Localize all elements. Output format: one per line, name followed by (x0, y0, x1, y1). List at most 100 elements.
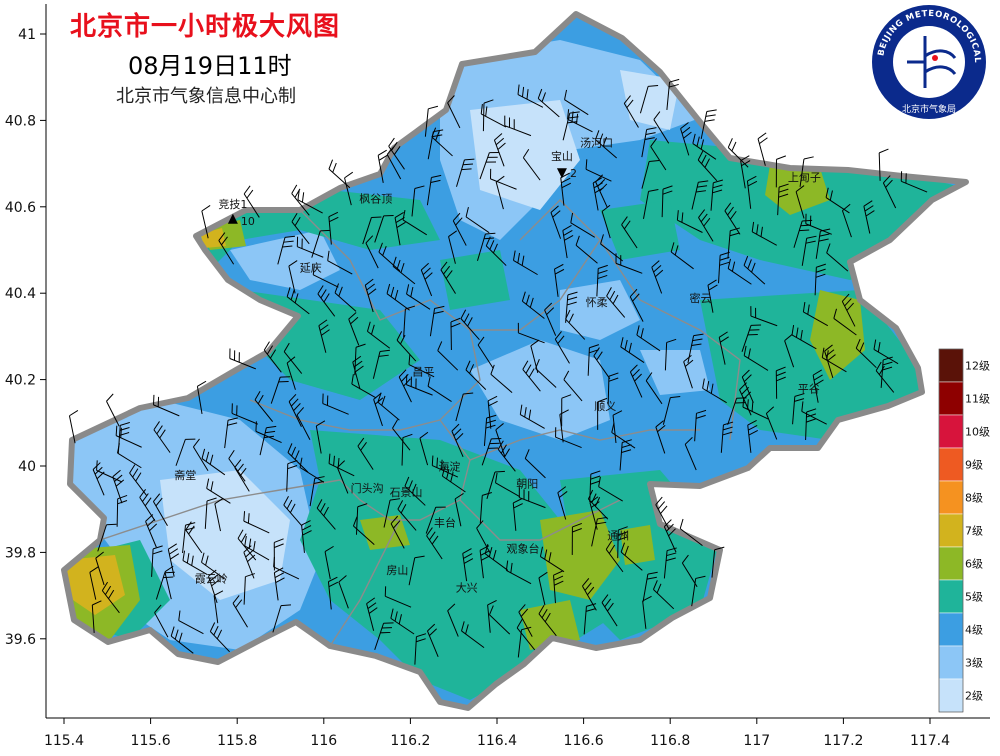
wind-barb-icon (406, 284, 431, 310)
wind-barb-icon (544, 302, 557, 336)
wind-barb-icon (480, 103, 507, 128)
wind-barb-icon (89, 566, 99, 600)
wind-barb-icon (562, 111, 580, 141)
wind-barb-icon (841, 203, 852, 238)
legend-swatch (938, 645, 964, 680)
level-5-region (700, 290, 930, 440)
wind-barb-icon (535, 359, 557, 388)
wind-barb-icon (327, 576, 339, 610)
wind-barb-icon (792, 393, 805, 425)
wind-barb-icon (315, 420, 326, 454)
wind-barb-icon (286, 460, 298, 492)
wind-barb-icon (651, 260, 664, 294)
station-name: 宝山 (551, 149, 573, 163)
x-tick-label: 117.2 (823, 733, 863, 749)
wind-barb-icon (841, 293, 856, 327)
wind-barb-icon (607, 372, 619, 405)
wind-barb-icon (718, 331, 729, 365)
place-label: 延庆 (300, 261, 322, 275)
wind-barb-icon (650, 138, 667, 171)
wind-barb-icon (601, 594, 618, 627)
wind-barb-icon (567, 109, 593, 133)
wind-barb-icon (863, 200, 875, 234)
wind-barb-icon (378, 242, 401, 272)
wind-barb-icon (596, 264, 608, 297)
wind-barb-icon (490, 364, 513, 393)
wind-barb-icon (318, 319, 330, 353)
wind-barb-icon (288, 260, 298, 294)
station-value: 10 (241, 215, 255, 228)
wind-barb-icon (826, 243, 849, 272)
wind-barb-icon (554, 331, 570, 364)
wind-barb-icon (530, 339, 540, 374)
wind-barb-icon (291, 212, 310, 245)
wind-barb-icon (482, 99, 494, 132)
legend-label: 2级 (965, 690, 983, 703)
x-tick-label: 115.8 (217, 733, 257, 749)
y-tick-label: 39.8 (5, 545, 36, 561)
wind-barb-icon (591, 516, 608, 547)
place-label: 顺义 (594, 400, 616, 413)
wind-barb-icon (485, 236, 507, 266)
level-2-region (160, 470, 290, 600)
wind-barb-icon (875, 361, 895, 393)
wind-barb-icon (377, 149, 388, 183)
wind-barb-icon (629, 364, 643, 398)
station-marker-icon (556, 168, 567, 179)
wind-barb-icon (559, 409, 569, 443)
wind-barb-icon (765, 406, 778, 440)
wind-barb-icon (201, 205, 211, 239)
wind-barb-icon (571, 522, 582, 555)
wind-barb-icon (366, 597, 378, 631)
wind-barb-icon (456, 158, 475, 187)
wind-barb-icon (312, 264, 339, 288)
wind-barb-icon (538, 605, 557, 637)
wind-barb-icon (351, 374, 377, 399)
wind-barb-icon (598, 476, 623, 502)
wind-barb-icon (155, 571, 175, 600)
wind-barb-icon (152, 493, 168, 526)
wind-barb-icon (185, 521, 203, 554)
wind-barb-icon (402, 210, 428, 236)
wind-barb-icon (327, 250, 353, 275)
wind-barb-icon (348, 312, 360, 346)
wind-barb-icon (642, 595, 652, 629)
wind-barb-icon (821, 347, 847, 373)
place-label: 密云 (690, 291, 712, 305)
wind-barb-icon (593, 347, 611, 380)
wind-barb-icon (711, 546, 725, 578)
wind-barb-icon (784, 333, 795, 368)
wind-barb-icon (655, 420, 666, 454)
chart-issuer: 北京市气象信息中心制 (116, 86, 296, 107)
wind-barb-icon (683, 354, 694, 389)
wind-barb-icon (401, 433, 413, 466)
wind-barb-icon (288, 393, 302, 427)
level-6-region (520, 600, 580, 650)
level-5-region (600, 200, 680, 260)
wind-barb-icon (698, 209, 714, 242)
wind-barb-icon (799, 156, 814, 187)
wind-barb-icon (486, 470, 505, 500)
y-tick-label: 40.8 (5, 113, 36, 129)
wind-barb-icon (154, 604, 169, 638)
wind-barb-icon (775, 155, 787, 188)
wind-barb-icon (522, 360, 541, 392)
place-label: 丰台 (434, 515, 456, 529)
wind-barb-icon (597, 397, 608, 430)
wind-barb-icon (517, 84, 544, 108)
wind-barb-icon (316, 499, 336, 530)
place-label: 枫谷顶 (359, 191, 392, 205)
legend-swatch (938, 447, 964, 482)
level-3-region (640, 350, 710, 395)
wind-barb-icon (582, 578, 597, 611)
wind-barb-icon (801, 235, 817, 266)
wind-barb-icon (697, 150, 718, 182)
chart-title: 北京市一小时极大风图 (70, 12, 341, 42)
legend-swatch (938, 546, 964, 581)
y-tick-label: 40.2 (5, 373, 36, 389)
wind-barb-icon (652, 580, 675, 610)
wind-barb-icon (562, 225, 574, 259)
wind-barb-icon (557, 486, 568, 520)
logo-emblem-icon (907, 36, 957, 88)
